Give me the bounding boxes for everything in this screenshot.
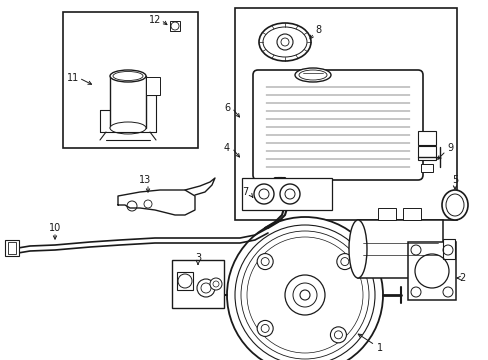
Circle shape — [280, 184, 299, 204]
Bar — [442, 239, 454, 259]
Ellipse shape — [348, 220, 366, 278]
Text: 3: 3 — [195, 253, 201, 263]
Bar — [110, 76, 146, 128]
Text: 5: 5 — [451, 175, 457, 185]
Ellipse shape — [441, 190, 467, 220]
Circle shape — [299, 290, 309, 300]
Ellipse shape — [110, 70, 146, 82]
Bar — [146, 77, 160, 95]
Bar — [402, 208, 420, 220]
Bar — [242, 178, 331, 210]
Circle shape — [336, 253, 352, 270]
Text: 6: 6 — [224, 103, 229, 113]
Text: 1: 1 — [376, 343, 382, 353]
Text: 12: 12 — [148, 15, 161, 25]
Text: 4: 4 — [224, 143, 229, 153]
FancyBboxPatch shape — [252, 70, 422, 180]
Text: 2: 2 — [458, 273, 464, 283]
Bar — [407, 242, 455, 300]
Circle shape — [197, 279, 215, 297]
Circle shape — [330, 327, 346, 343]
Bar — [5, 240, 19, 256]
Text: 9: 9 — [446, 143, 452, 153]
Text: 8: 8 — [314, 25, 321, 35]
Ellipse shape — [110, 122, 146, 134]
Text: 11: 11 — [67, 73, 79, 83]
Circle shape — [226, 217, 382, 360]
Bar — [357, 220, 442, 278]
Bar — [377, 208, 395, 220]
Bar — [63, 12, 198, 148]
Bar — [170, 21, 180, 31]
Bar — [177, 272, 193, 290]
Circle shape — [253, 184, 273, 204]
Circle shape — [285, 275, 325, 315]
Bar — [235, 8, 456, 220]
Circle shape — [257, 320, 273, 337]
Bar — [417, 131, 435, 145]
Text: 13: 13 — [139, 175, 151, 185]
Bar — [420, 164, 432, 172]
Bar — [172, 260, 224, 308]
Bar — [8, 242, 16, 254]
Circle shape — [257, 253, 273, 270]
Circle shape — [209, 278, 222, 290]
Ellipse shape — [259, 23, 310, 61]
Bar — [417, 146, 435, 160]
Circle shape — [276, 34, 292, 50]
Text: 7: 7 — [242, 187, 247, 197]
Text: 10: 10 — [49, 223, 61, 233]
Ellipse shape — [294, 68, 330, 82]
